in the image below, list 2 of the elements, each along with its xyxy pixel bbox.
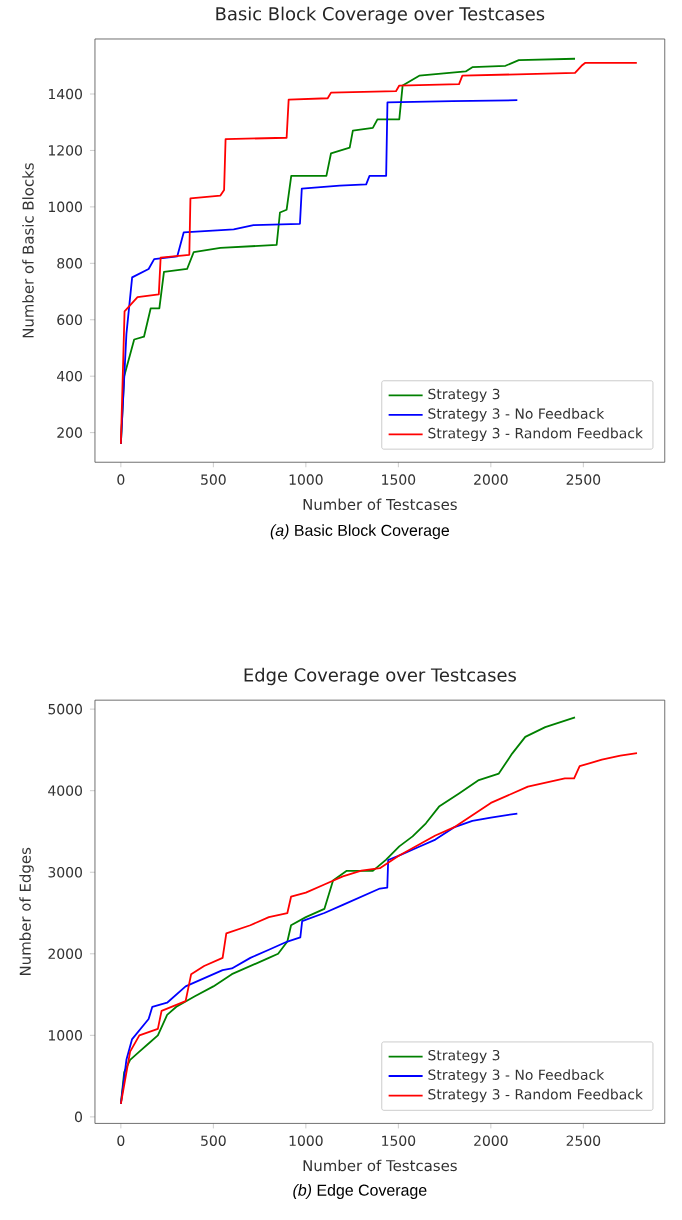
chart-title: Edge Coverage over Testcases <box>244 667 517 686</box>
chart-title: Basic Block Coverage over Testcases <box>216 6 545 24</box>
